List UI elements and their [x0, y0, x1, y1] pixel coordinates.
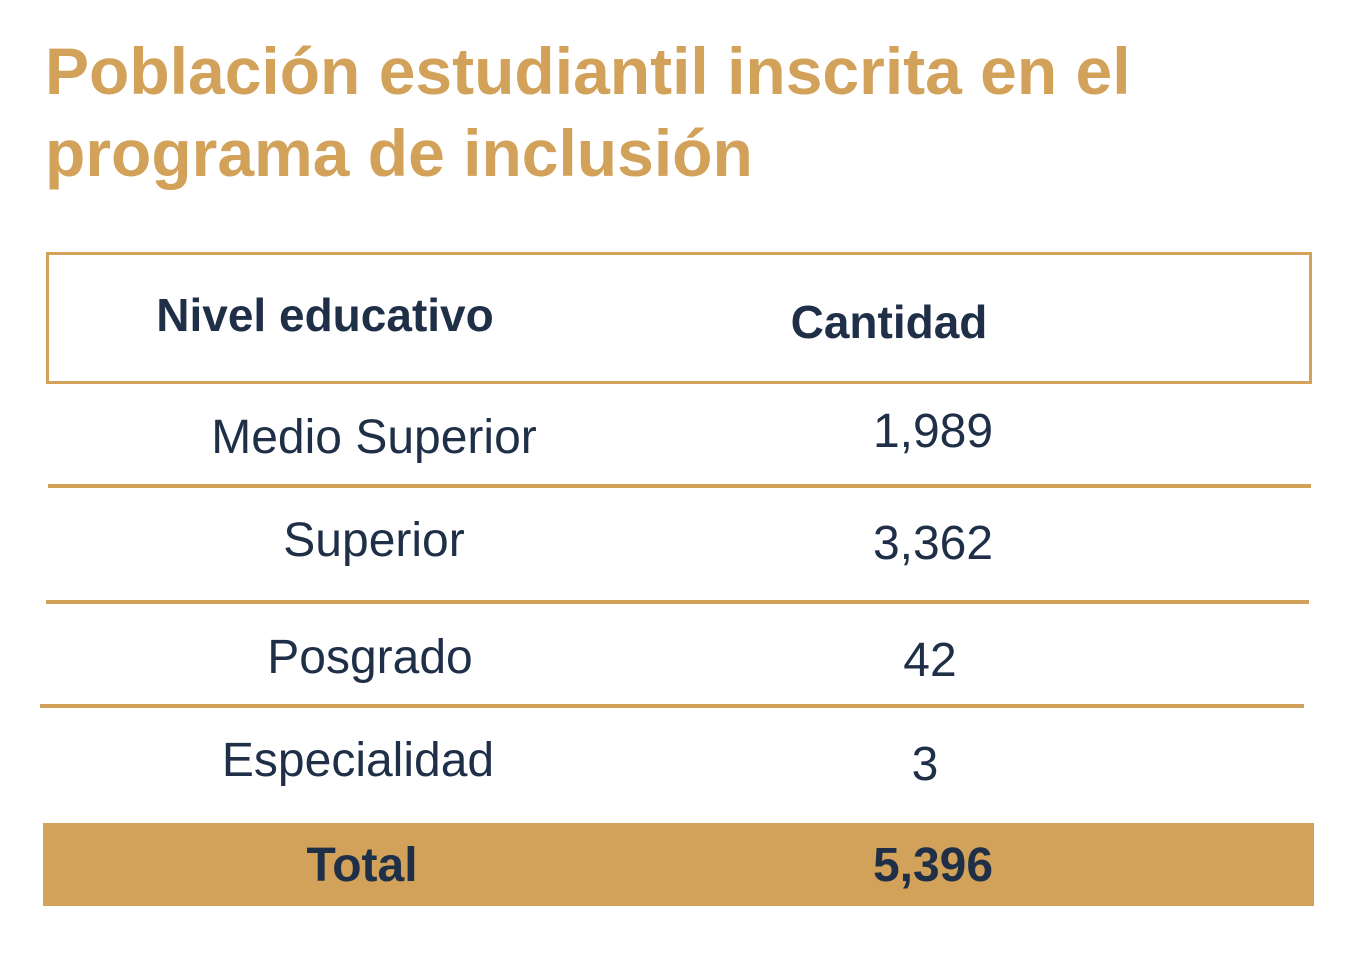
table-row-nivel: Posgrado	[267, 631, 473, 684]
total-value: 5,396	[872, 839, 994, 892]
row-divider	[48, 484, 1311, 488]
table-row-nivel: Medio Superior	[211, 411, 537, 464]
page-title: Población estudiantil inscrita en el pro…	[45, 34, 1131, 190]
table-row-nivel: Superior	[283, 514, 465, 567]
table-header	[46, 252, 1312, 384]
table-row-cantidad: 42	[903, 634, 957, 687]
row-divider	[46, 600, 1309, 604]
column-header-cantidad: Cantidad	[790, 296, 988, 348]
total-row	[43, 823, 1314, 906]
table-row-cantidad: 3	[911, 738, 939, 791]
column-header-nivel: Nivel educativo	[156, 289, 494, 341]
row-divider	[40, 704, 1304, 708]
table-row-cantidad: 1,989	[872, 405, 994, 458]
table-row-nivel: Especialidad	[221, 734, 495, 787]
total-label: Total	[306, 839, 418, 892]
table-row-cantidad: 3,362	[872, 517, 994, 570]
